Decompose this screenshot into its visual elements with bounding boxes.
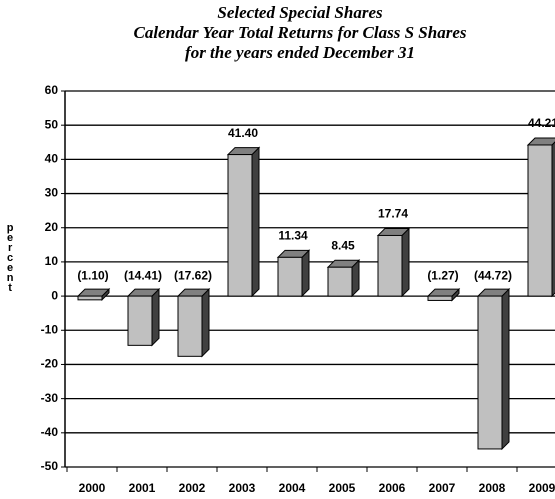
y-tick-label: 30	[45, 186, 59, 200]
bar	[377, 234, 403, 297]
y-tick-label: 20	[45, 220, 59, 234]
bar	[477, 295, 503, 450]
bar-side	[401, 227, 410, 298]
bar	[227, 154, 253, 297]
y-tick-label: 50	[45, 117, 59, 131]
bar	[277, 256, 303, 297]
x-tick-label: 2004	[279, 481, 306, 495]
y-tick-label: -10	[41, 322, 59, 336]
bar	[427, 295, 453, 301]
y-tick-label: 10	[45, 254, 59, 268]
y-tick-label: 60	[45, 83, 59, 97]
value-label: 17.74	[378, 207, 408, 221]
value-label: (1.10)	[77, 268, 108, 282]
value-label: (1.27)	[427, 268, 458, 282]
x-tick-label: 2002	[179, 481, 206, 495]
x-tick-label: 2000	[79, 481, 106, 495]
value-label: 8.45	[331, 238, 355, 252]
x-tick-label: 2005	[329, 481, 356, 495]
bar	[327, 266, 353, 297]
y-tick-label: 0	[51, 288, 58, 302]
y-tick-label: -40	[41, 425, 59, 439]
value-label: (14.41)	[124, 268, 162, 282]
y-tick-label: -30	[41, 391, 59, 405]
value-label: 44.21	[528, 116, 555, 130]
chart-title: Selected Special Shares	[217, 3, 383, 22]
bar	[527, 144, 553, 297]
value-label: (17.62)	[174, 268, 212, 282]
bar-side	[151, 287, 160, 347]
y-tick-label: -50	[41, 459, 59, 473]
bar	[77, 295, 103, 301]
chart-title: for the years ended December 31	[185, 43, 415, 62]
value-label: 11.34	[278, 229, 308, 243]
x-tick-label: 2008	[479, 481, 506, 495]
x-tick-label: 2001	[129, 481, 156, 495]
y-tick-label: -20	[41, 357, 59, 371]
x-tick-label: 2009	[529, 481, 555, 495]
x-tick-label: 2007	[429, 481, 456, 495]
bar-side	[251, 146, 260, 298]
x-tick-label: 2006	[379, 481, 406, 495]
bar-side	[501, 287, 510, 451]
y-axis-label: percent	[4, 222, 16, 292]
chart-title: Calendar Year Total Returns for Class S …	[133, 23, 466, 42]
bar	[177, 295, 203, 357]
x-tick-label: 2003	[229, 481, 256, 495]
bar-side	[201, 287, 210, 358]
bar	[127, 295, 153, 346]
bar-top	[526, 137, 555, 146]
y-tick-label: 40	[45, 152, 59, 166]
bar-side	[301, 249, 310, 298]
value-label: (44.72)	[474, 268, 512, 282]
value-label: 41.40	[228, 126, 258, 140]
